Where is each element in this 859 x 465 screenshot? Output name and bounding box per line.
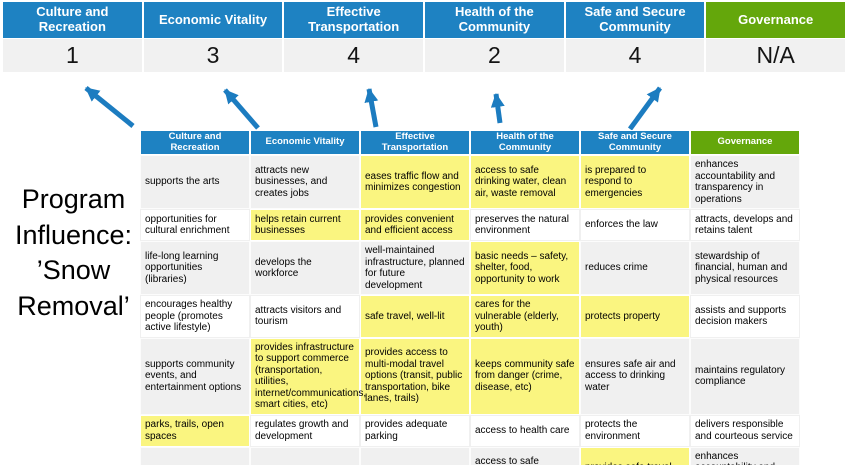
priority-column: Safe and Secure Community 4 — [565, 2, 705, 72]
priority-header: Effective Transportation — [284, 2, 424, 38]
matrix-cell: opportunities for cultural enrichment — [140, 209, 250, 241]
matrix-column-header: Culture and Recreation — [140, 130, 250, 155]
matrix-cell: develops the workforce — [250, 241, 360, 295]
matrix-cell: enhances accountability and transparency… — [690, 155, 800, 209]
matrix-cell-highlighted: helps retain current businesses — [250, 209, 360, 241]
matrix-cell-highlighted: access to safe drinking water, clean air… — [470, 155, 580, 209]
matrix-header-row: Culture and Recreation Economic Vitality E… — [140, 130, 800, 155]
matrix-body: supports the arts attracts new businesses… — [140, 155, 800, 465]
matrix-cell: enhances accountability and transparency… — [690, 446, 800, 465]
matrix-cell: supports community events, and entertain… — [140, 337, 250, 415]
matrix-column-header: Safe and Secure Community — [580, 130, 690, 155]
matrix-cell: provides adequate parking — [360, 414, 470, 447]
priority-score-value: 4 — [565, 39, 705, 72]
matrix-cell: access to health care — [470, 414, 580, 447]
matrix-cell-highlighted: parks, trails, open spaces — [140, 414, 250, 447]
matrix-column-header: Governance — [690, 130, 800, 155]
matrix-cell: walkable community — [360, 446, 470, 465]
influence-arrow — [364, 88, 379, 128]
matrix-cell-highlighted: cares for the vulnerable (elderly, youth… — [470, 295, 580, 338]
table-row: life-long learning opportunities (librar… — [140, 241, 800, 295]
matrix-cell: protects the environment — [580, 414, 690, 447]
matrix-cell: well-maintained infrastructure, planned … — [360, 241, 470, 295]
matrix-cell: vibrant downtown — [250, 446, 360, 465]
influence-arrow — [490, 93, 505, 124]
priority-score-value: N/A — [706, 39, 846, 72]
matrix-cell-highlighted: provides access to multi-modal travel op… — [360, 337, 470, 415]
matrix-cell-highlighted: eases traffic flow and minimizes congest… — [360, 155, 470, 209]
priority-column: Economic Vitality 3 — [143, 2, 283, 72]
matrix-cell: encourages healthy people (promotes acti… — [140, 295, 250, 338]
priority-header: Safe and Secure Community — [565, 2, 705, 38]
table-row: supports community events, and entertain… — [140, 337, 800, 415]
priority-column: Governance N/A — [706, 2, 846, 72]
matrix-header-row: Culture and Recreation Economic Vitality E… — [140, 130, 800, 155]
matrix-cell-highlighted: basic needs – safety, shelter, food, opp… — [470, 241, 580, 295]
priority-score-value: 4 — [284, 39, 424, 72]
matrix-cell: stewardship of financial, human and phys… — [690, 241, 800, 295]
program-influence-label: Program Influence: ’Snow Removal’ — [14, 184, 133, 321]
table-row: supports the arts attracts new businesses… — [140, 155, 800, 209]
priority-header: Economic Vitality — [143, 2, 283, 38]
matrix-cell: maintains regulatory compliance — [690, 337, 800, 415]
priority-column: Health of the Community 2 — [425, 2, 564, 72]
matrix-column-header: Effective Transportation — [360, 130, 470, 155]
matrix-cell-highlighted: provides infrastructure to support comme… — [250, 337, 366, 415]
priority-header: Governance — [706, 2, 846, 38]
matrix-column-header: Economic Vitality — [250, 130, 360, 155]
matrix-cell-highlighted: provides safe travel and mobility — [580, 446, 690, 465]
matrix-cell: assists and supports decision makers — [690, 295, 800, 338]
matrix-cell: delivers responsible and courteous servi… — [690, 414, 800, 447]
matrix-cell: preserves the natural environment — [470, 209, 580, 241]
matrix-cell-highlighted: is prepared to respond to emergencies — [580, 155, 690, 209]
matrix-cell: ensures safe air and access to drinking … — [580, 337, 690, 415]
matrix-cell: regulates growth and development — [250, 414, 360, 447]
matrix-cell: supports the arts — [140, 155, 250, 209]
matrix-cell — [140, 446, 250, 465]
priority-scoreboard: Culture and Recreation 1 Economic Vitality… — [3, 2, 846, 72]
priority-column: Culture and Recreation 1 — [3, 2, 142, 72]
matrix-cell: life-long learning opportunities (librar… — [140, 241, 250, 295]
table-row: vibrant downtownwalkable communityaccess… — [140, 446, 800, 465]
table-row: opportunities for cultural enrichment hel… — [140, 209, 800, 241]
matrix-cell: attracts, develops and retains talent — [690, 209, 800, 241]
matrix-cell-highlighted: keeps community safe from danger (crime,… — [470, 337, 580, 415]
priority-score-value: 1 — [3, 39, 142, 72]
matrix-cell: attracts visitors and tourism — [250, 295, 360, 338]
matrix-cell: reduces crime — [580, 241, 690, 295]
matrix-cell-highlighted: safe travel, well-lit — [360, 295, 470, 338]
matrix-cell: enforces the law — [580, 209, 690, 241]
matrix-cell-highlighted: provides convenient and efficient access — [360, 209, 470, 241]
priority-header: Culture and Recreation — [3, 2, 142, 38]
priority-score-value: 3 — [143, 39, 283, 72]
priority-header: Health of the Community — [425, 2, 564, 38]
matrix-cell-highlighted: protects property — [580, 295, 690, 338]
influence-arrow — [84, 86, 135, 128]
matrix-column-header: Health of the Community — [470, 130, 580, 155]
table-row: encourages healthy people (promotes acti… — [140, 295, 800, 338]
priority-column: Effective Transportation 4 — [284, 2, 424, 72]
matrix-cell: attracts new businesses, and creates job… — [250, 155, 360, 209]
matrix-cell: access to safe drinking water, clean air… — [470, 446, 580, 465]
priority-score-value: 2 — [425, 39, 564, 72]
influence-arrow — [627, 86, 663, 131]
priority-matrix-table: Culture and Recreation Economic Vitality E… — [140, 130, 800, 465]
influence-arrow — [223, 88, 260, 130]
table-row: parks, trails, open spaces regulates grow… — [140, 414, 800, 447]
